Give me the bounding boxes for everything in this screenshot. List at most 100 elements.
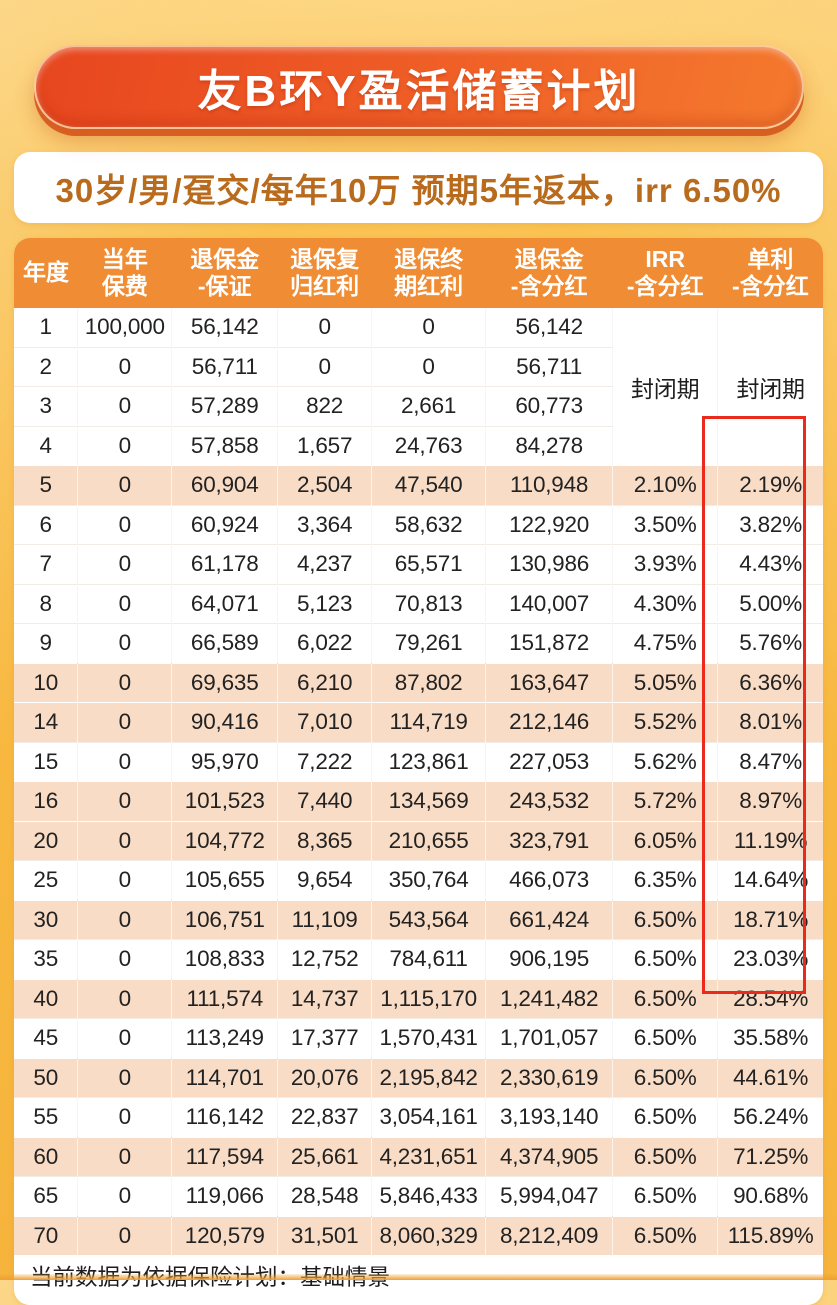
irr-cell: 4.30% — [612, 583, 718, 624]
table-row: 55 0 116,142 22,837 3,054,161 3,193,140 6.50% 5… — [14, 1097, 823, 1137]
annual-premium-cell: 0 — [77, 781, 172, 821]
table-row: 70 0 120,579 31,501 8,060,329 8,212,409 6.50% 1… — [14, 1215, 823, 1255]
surrender-guaranteed-cell: 60,924 — [171, 504, 278, 545]
year-cell: 30 — [14, 899, 78, 940]
table-header-row: 年度 当年 保费 退保金 -保证 退保复 归红利 退保终 期红利 退保金 -含分红 IRR… — [14, 238, 823, 308]
annual-premium-cell: 0 — [77, 899, 172, 940]
col-header-irr-with-bonus: IRR -含分红 — [612, 238, 718, 308]
terminal-bonus-cell: 543,564 — [371, 899, 486, 940]
benefit-table-body: 1 100,000 56,142 0 0 56,142 封闭期 封闭期 2 0 56,711 0 0 56… — [14, 308, 823, 1255]
surrender-with-bonus-cell: 1,701,057 — [485, 1018, 613, 1058]
col-header-reversionary-bonus: 退保复 归红利 — [277, 238, 372, 308]
surrender-guaranteed-cell: 104,772 — [171, 820, 278, 861]
terminal-bonus-cell: 134,569 — [371, 781, 486, 821]
terminal-bonus-cell: 1,115,170 — [371, 978, 486, 1019]
table-row: 2 0 56,711 0 0 56,711 — [14, 346, 823, 387]
surrender-guaranteed-cell: 95,970 — [171, 741, 278, 782]
terminal-bonus-cell: 24,763 — [371, 425, 486, 466]
simple-interest-cell: 8.47% — [717, 741, 823, 782]
surrender-guaranteed-cell: 61,178 — [171, 544, 278, 584]
table-row: 4 0 57,858 1,657 24,763 84,278 — [14, 425, 823, 466]
surrender-guaranteed-cell: 57,858 — [171, 425, 278, 466]
table-row: 14 0 90,416 7,010 114,719 212,146 5.52% 8.01% — [14, 702, 823, 742]
simple-interest-cell: 8.97% — [717, 781, 823, 821]
table-row: 9 0 66,589 6,022 79,261 151,872 4.75% 5.76% — [14, 623, 823, 663]
terminal-bonus-cell: 70,813 — [371, 583, 486, 624]
surrender-guaranteed-cell: 119,066 — [171, 1176, 278, 1216]
simple-interest-cell: 35.58% — [717, 1018, 823, 1058]
annual-premium-cell: 0 — [77, 702, 172, 742]
surrender-with-bonus-cell: 243,532 — [485, 781, 613, 821]
simple-interest-cell: 4.43% — [717, 544, 823, 584]
year-cell: 65 — [14, 1176, 78, 1216]
annual-premium-cell: 0 — [77, 1097, 172, 1137]
table-row: 20 0 104,772 8,365 210,655 323,791 6.05% 11.19% — [14, 820, 823, 861]
surrender-with-bonus-cell: 466,073 — [485, 860, 613, 900]
table-row: 5 0 60,904 2,504 47,540 110,948 2.10% 2.19% — [14, 465, 823, 505]
surrender-guaranteed-cell: 56,142 — [172, 308, 278, 347]
terminal-bonus-cell: 2,195,842 — [371, 1057, 486, 1098]
annual-premium-cell: 0 — [77, 1018, 172, 1058]
table-row: 30 0 106,751 11,109 543,564 661,424 6.50% 18.71… — [14, 899, 823, 940]
annual-premium-cell: 0 — [77, 1215, 172, 1255]
surrender-guaranteed-cell: 117,594 — [171, 1136, 278, 1177]
surrender-guaranteed-cell: 56,711 — [171, 346, 278, 387]
terminal-bonus-cell: 79,261 — [371, 623, 486, 663]
annual-premium-cell: 0 — [77, 425, 172, 466]
surrender-with-bonus-cell: 130,986 — [485, 544, 613, 584]
irr-cell: 3.93% — [612, 544, 718, 584]
reversionary-bonus-cell: 28,548 — [277, 1176, 372, 1216]
reversionary-bonus-cell: 9,654 — [277, 860, 372, 900]
annual-premium-cell: 0 — [77, 504, 172, 545]
irr-cell: 6.05% — [612, 820, 718, 861]
simple-interest-cell: 28.54% — [717, 978, 823, 1019]
col-header-surrender-guaranteed: 退保金 -保证 — [171, 238, 278, 308]
annual-premium-cell: 0 — [77, 346, 172, 387]
bottom-edge-decoration — [0, 1274, 837, 1280]
table-row: 3 0 57,289 822 2,661 60,773 — [14, 386, 823, 426]
surrender-with-bonus-cell: 110,948 — [485, 465, 613, 505]
surrender-guaranteed-cell: 113,249 — [171, 1018, 278, 1058]
annual-premium-cell: 0 — [77, 820, 172, 861]
year-cell: 8 — [14, 583, 78, 624]
year-cell: 6 — [14, 504, 78, 545]
reversionary-bonus-cell: 5,123 — [277, 583, 372, 624]
reversionary-bonus-cell: 7,222 — [277, 741, 372, 782]
surrender-guaranteed-cell: 114,701 — [171, 1057, 278, 1098]
annual-premium-cell: 0 — [77, 860, 172, 900]
terminal-bonus-cell: 8,060,329 — [371, 1215, 486, 1255]
year-cell: 2 — [14, 346, 78, 387]
table-row: 25 0 105,655 9,654 350,764 466,073 6.35% 14.64% — [14, 860, 823, 900]
surrender-with-bonus-cell: 323,791 — [485, 820, 613, 861]
col-header-terminal-bonus: 退保终 期红利 — [371, 238, 486, 308]
simple-interest-cell: 8.01% — [717, 702, 823, 742]
irr-cell: 6.50% — [612, 978, 718, 1019]
irr-cell: 6.50% — [612, 1215, 718, 1255]
table-row: 6 0 60,924 3,364 58,632 122,920 3.50% 3.82% — [14, 504, 823, 545]
surrender-with-bonus-cell: 122,920 — [485, 504, 613, 545]
reversionary-bonus-cell: 14,737 — [277, 978, 372, 1019]
surrender-with-bonus-cell: 151,872 — [485, 623, 613, 663]
table-row: 7 0 61,178 4,237 65,571 130,986 3.93% 4.43% — [14, 544, 823, 584]
reversionary-bonus-cell: 4,237 — [277, 544, 372, 584]
reversionary-bonus-cell: 822 — [277, 386, 372, 426]
surrender-with-bonus-cell: 56,711 — [485, 346, 613, 387]
surrender-guaranteed-cell: 106,751 — [171, 899, 278, 940]
reversionary-bonus-cell: 6,210 — [277, 662, 372, 703]
irr-cell: 5.52% — [612, 702, 718, 742]
reversionary-bonus-cell: 1,657 — [277, 425, 372, 466]
reversionary-bonus-cell: 31,501 — [277, 1215, 372, 1255]
terminal-bonus-cell: 784,611 — [371, 939, 486, 979]
terminal-bonus-cell: 0 — [372, 308, 486, 347]
surrender-with-bonus-cell: 4,374,905 — [485, 1136, 613, 1177]
year-cell: 35 — [14, 939, 78, 979]
year-cell: 45 — [14, 1018, 78, 1058]
year-cell: 14 — [14, 702, 78, 742]
reversionary-bonus-cell: 0 — [278, 308, 372, 347]
surrender-guaranteed-cell: 69,635 — [171, 662, 278, 703]
simple-interest-closed-period-cell: 封闭期 — [717, 308, 823, 466]
surrender-guaranteed-cell: 64,071 — [171, 583, 278, 624]
simple-interest-cell: 5.76% — [717, 623, 823, 663]
simple-interest-cell: 3.82% — [717, 504, 823, 545]
irr-cell: 6.50% — [612, 899, 718, 940]
